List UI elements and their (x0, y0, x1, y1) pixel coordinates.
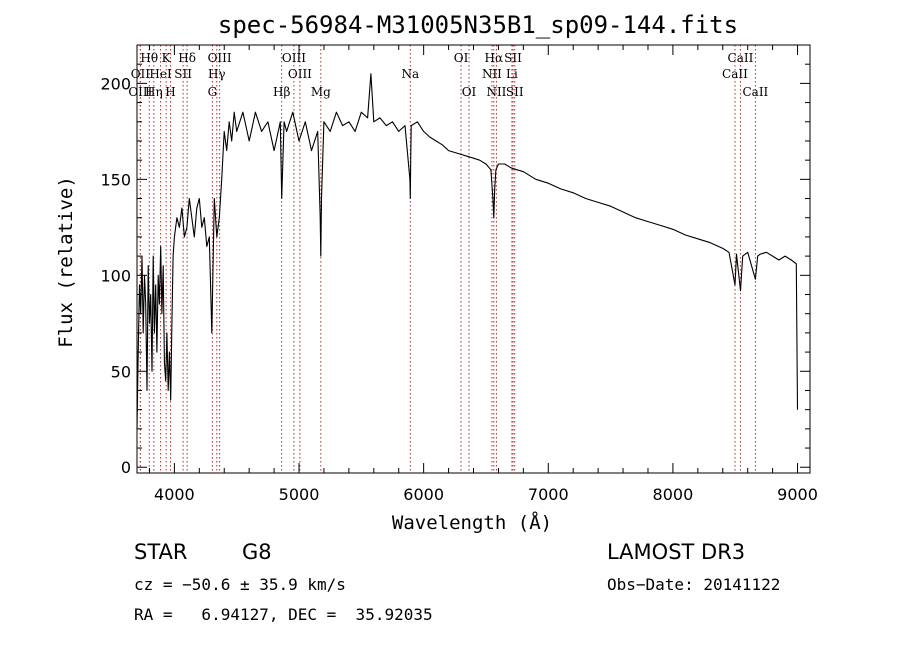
line-label: OI (462, 85, 477, 99)
y-tick-label: 50 (111, 362, 131, 381)
line-label: OI (454, 51, 469, 65)
line-label: K (162, 51, 172, 65)
line-label: CaII (728, 51, 754, 65)
redshift-cz: cz = −50.6 ± 35.9 km/s (134, 575, 346, 594)
object-class: STAR (134, 540, 188, 564)
line-label: Mg (311, 85, 331, 99)
line-label: SII (504, 51, 522, 65)
line-label: G (208, 85, 218, 99)
x-tick-label: 8000 (653, 485, 694, 504)
line-markers (139, 45, 756, 473)
line-labels: Hθ OII OIII K HeI Hη H Hδ SII OIII Hγ G OIII OIII Hβ Mg… (128, 51, 768, 99)
observation-date: Obs−Date: 20141122 (607, 575, 781, 594)
line-label: OIII (208, 51, 232, 65)
line-label: CaII (742, 85, 768, 99)
line-label: OIII (128, 85, 152, 99)
line-label: Hθ (140, 51, 158, 65)
line-label: NII (482, 67, 502, 81)
line-label: CaII (722, 67, 748, 81)
y-axis-label: Flux (relative) (55, 176, 77, 348)
x-tick-label: 7000 (528, 485, 569, 504)
x-tick-label: 9000 (777, 485, 818, 504)
line-label: Hα (485, 51, 504, 65)
line-label: H (165, 85, 175, 99)
x-tick-label: 5000 (279, 485, 320, 504)
line-label: OIII (288, 67, 312, 81)
line-label: OIII (282, 51, 306, 65)
line-label: OII (131, 67, 151, 81)
x-axis-label: Wavelength (Å) (392, 511, 552, 534)
line-label: SII (174, 67, 192, 81)
line-label: Li (506, 67, 518, 81)
y-tick-label: 150 (100, 170, 131, 189)
line-label: Hβ (273, 85, 290, 99)
line-label: NII (486, 85, 506, 99)
line-label: SII (506, 85, 524, 99)
line-label: HeI (149, 67, 172, 81)
chart-title: spec-56984-M31005N35B1_sp09-144.fits (218, 11, 738, 39)
object-subclass: G8 (242, 540, 272, 564)
x-tick-label: 4000 (154, 485, 195, 504)
spectrum-line (136, 73, 799, 429)
line-label: Na (401, 67, 419, 81)
plot-frame (136, 44, 811, 474)
y-tick-label: 0 (121, 458, 131, 477)
line-label: Hγ (208, 67, 226, 81)
survey-name: LAMOST DR3 (607, 540, 746, 564)
y-tick-label: 200 (100, 74, 131, 93)
y-tick-label: 100 (100, 266, 131, 285)
y-axis-ticks: 0 50 100 150 200 (100, 63, 810, 477)
x-tick-label: 6000 (403, 485, 444, 504)
spectrum-series (136, 73, 799, 429)
ra-dec-coordinates: RA = 6.94127, DEC = 35.92035 (134, 605, 433, 624)
line-label: Hη (145, 85, 163, 99)
x-axis-ticks: 4000 5000 6000 7000 8000 9000 (148, 45, 818, 504)
line-label: Hδ (178, 51, 196, 65)
